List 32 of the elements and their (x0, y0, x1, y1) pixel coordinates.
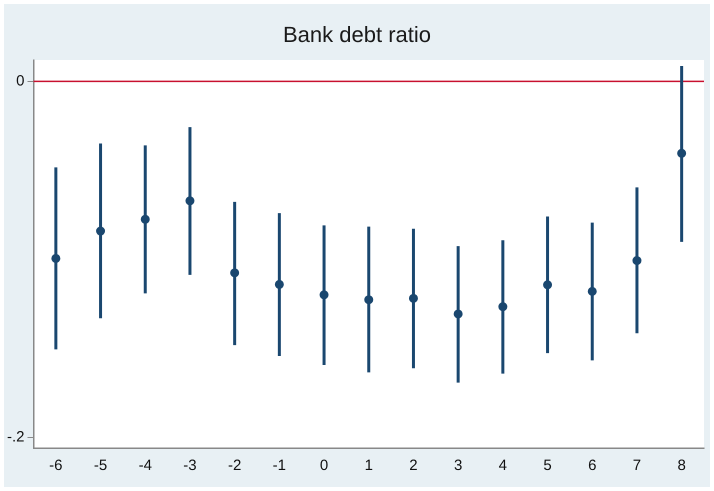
x-tick-label: 0 (320, 457, 328, 474)
point (408, 294, 418, 303)
x-tick-label: 4 (498, 457, 508, 474)
x-tick-label: -3 (183, 457, 197, 474)
chart-title: Bank debt ratio (282, 22, 432, 48)
x-tick-label: 1 (364, 457, 373, 474)
point (51, 254, 60, 263)
point (588, 286, 597, 296)
point (96, 226, 106, 236)
point (274, 280, 284, 289)
x-tick-label: -2 (228, 457, 242, 474)
x-tick-label: 2 (409, 457, 418, 474)
point (454, 309, 463, 318)
x-tick-label: 8 (677, 457, 686, 474)
x-tick-label: 6 (588, 457, 596, 474)
point (140, 214, 150, 224)
x-tick-label: -4 (138, 457, 152, 474)
point (543, 280, 552, 290)
x-tick-label: -6 (49, 457, 63, 474)
point (320, 290, 329, 300)
x-tick-label: 5 (543, 457, 552, 474)
point (632, 256, 642, 266)
point (185, 196, 194, 206)
x-tick-label: 7 (632, 457, 642, 474)
point (498, 302, 508, 312)
point (364, 295, 374, 304)
x-tick-label: -5 (94, 457, 108, 474)
point (677, 148, 686, 158)
x-tick-label: -1 (272, 457, 286, 474)
x-tick-label: 3 (454, 457, 462, 474)
point (230, 268, 240, 278)
y-tick-label: -.2 (6, 428, 25, 446)
